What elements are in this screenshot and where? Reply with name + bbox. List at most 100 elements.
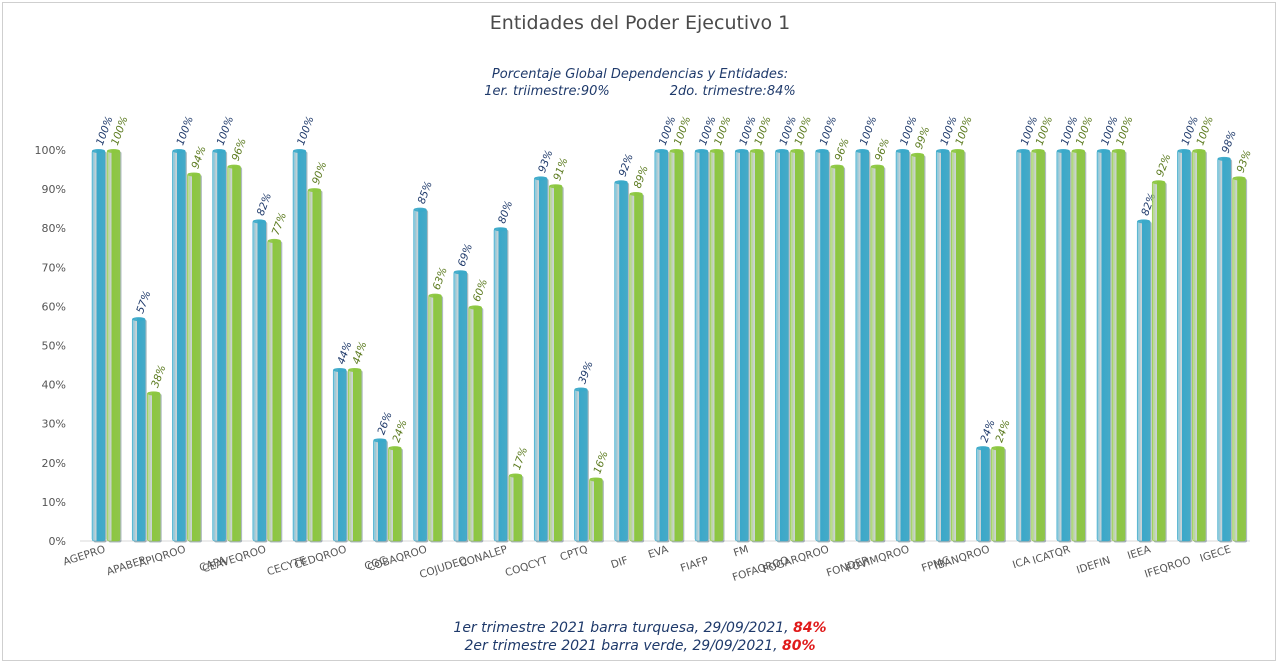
- y-tick-label: 30%: [42, 418, 66, 431]
- bar-cecyte-series-2: [307, 188, 322, 542]
- bar-cap: [695, 149, 708, 153]
- bar-cap: [373, 438, 387, 443]
- data-label: 100%: [174, 115, 196, 147]
- bar-ica-series-2: [1031, 149, 1045, 542]
- x-tick-label: IDEFIN: [1075, 554, 1112, 576]
- bar-cap: [976, 446, 990, 451]
- bar-cap: [1071, 149, 1085, 153]
- bar-dif-series-1: [614, 181, 628, 542]
- bar-cap: [147, 391, 161, 396]
- y-tick-label: 70%: [42, 261, 66, 274]
- data-label: 93%: [1235, 148, 1254, 174]
- bar-idefin-series-1: [1096, 149, 1111, 542]
- bar-cap: [614, 180, 628, 185]
- bar-fogarqroo-series-2: [830, 165, 844, 542]
- data-label: 91%: [551, 156, 570, 182]
- bar-igece-series-1: [1217, 157, 1231, 542]
- bar-igece-series-2: [1232, 177, 1246, 542]
- data-label: 38%: [149, 363, 168, 389]
- bar-cap: [669, 149, 683, 153]
- y-tick-label: 60%: [42, 300, 66, 313]
- bar-cap: [1016, 149, 1030, 153]
- x-tick-label: IBANQROO: [933, 543, 991, 572]
- bar-cap: [468, 305, 482, 310]
- footer-line-1: 1er trimestre 2021 barra turquesa, 29/09…: [0, 620, 1280, 636]
- bar-cap: [1192, 149, 1206, 153]
- bar-cap: [348, 367, 362, 372]
- bar-fpmc-series-2: [950, 149, 965, 542]
- bar-cap: [1056, 149, 1070, 153]
- bar-ieea-series-1: [1136, 220, 1151, 542]
- bar-conalep-series-2: [508, 474, 523, 542]
- x-tick-label: APIQROO: [137, 543, 187, 569]
- x-tick-label: IFEQROO: [1143, 554, 1192, 580]
- bar-fovimqroo-series-1: [895, 149, 910, 542]
- bar-fm-series-2: [749, 149, 764, 542]
- bar-fonder-series-1: [855, 149, 870, 542]
- bar-fofaqroo-series-1: [775, 149, 789, 542]
- data-label: 93%: [536, 148, 555, 174]
- bar-fogarqroo-series-1: [815, 149, 829, 542]
- bar-cap: [991, 446, 1005, 451]
- bar-cap: [896, 149, 909, 153]
- bar-cap: [1217, 156, 1231, 161]
- x-tick-label: FIAFP: [679, 554, 710, 574]
- bar-agepro-series-2: [106, 149, 121, 542]
- bar-ceaveqroo-series-2: [267, 239, 282, 542]
- data-label: 85%: [416, 180, 435, 206]
- footer-line-2-text: 2er trimestre 2021 barra verde, 29/09/20…: [464, 638, 782, 654]
- data-label: 100%: [858, 115, 880, 147]
- bar-capa-series-1: [212, 149, 226, 542]
- bar-fpmc-series-1: [935, 149, 950, 542]
- bar-cap: [574, 387, 588, 392]
- data-label: 69%: [456, 242, 475, 268]
- y-tick-label: 90%: [42, 183, 66, 196]
- bar-capa-series-2: [227, 165, 241, 542]
- data-label: 90%: [310, 160, 329, 186]
- bar-icatqr-series-2: [1071, 149, 1086, 542]
- bar-cap: [710, 149, 723, 153]
- bar-cap: [815, 149, 829, 153]
- bar-cap: [629, 192, 643, 197]
- y-tick-label: 100%: [35, 144, 66, 157]
- footer-line-1-value: 84%: [793, 620, 827, 636]
- bar-cap: [951, 149, 965, 153]
- bar-apabep-series-1: [131, 317, 146, 542]
- bar-cap: [936, 149, 950, 153]
- bar-cap: [187, 172, 201, 177]
- footer-line-2: 2er trimestre 2021 barra verde, 29/09/20…: [0, 638, 1280, 654]
- bar-cap: [413, 207, 427, 212]
- bar-cptq-series-1: [574, 388, 588, 542]
- bar-cptq-series-2: [589, 478, 603, 542]
- bar-cap: [549, 184, 563, 189]
- bar-cap: [333, 367, 347, 372]
- bar-cgc-series-2: [388, 446, 402, 542]
- data-label: 77%: [270, 211, 289, 237]
- bar-cap: [855, 149, 869, 153]
- bar-cap: [428, 293, 442, 298]
- data-label: 89%: [632, 164, 651, 190]
- data-label: 57%: [134, 289, 153, 315]
- bar-cap: [790, 149, 804, 153]
- x-tick-label: DIF: [609, 554, 629, 571]
- data-label: 92%: [1154, 152, 1173, 178]
- data-label: 96%: [833, 137, 852, 163]
- bar-ifeqroo-series-2: [1192, 149, 1206, 542]
- bar-cap: [227, 164, 241, 169]
- bar-cobaqroo-series-1: [413, 208, 427, 542]
- bar-fm-series-1: [734, 149, 749, 542]
- data-label: 63%: [431, 266, 450, 292]
- x-tick-label: EVA: [647, 543, 671, 561]
- bar-apiqroo-series-2: [187, 173, 201, 542]
- bar-cap: [830, 164, 844, 169]
- bar-cap: [293, 149, 306, 153]
- chart-subtitle-global: Porcentaje Global Dependencias y Entidad…: [491, 67, 789, 82]
- bar-cap: [775, 149, 789, 153]
- bar-idefin-series-2: [1111, 149, 1126, 542]
- bar-ifeqroo-series-1: [1177, 149, 1191, 542]
- data-label: 82%: [255, 191, 274, 217]
- bar-apabep-series-2: [146, 392, 161, 542]
- data-label: 100%: [295, 115, 317, 147]
- data-label: 100%: [818, 115, 840, 147]
